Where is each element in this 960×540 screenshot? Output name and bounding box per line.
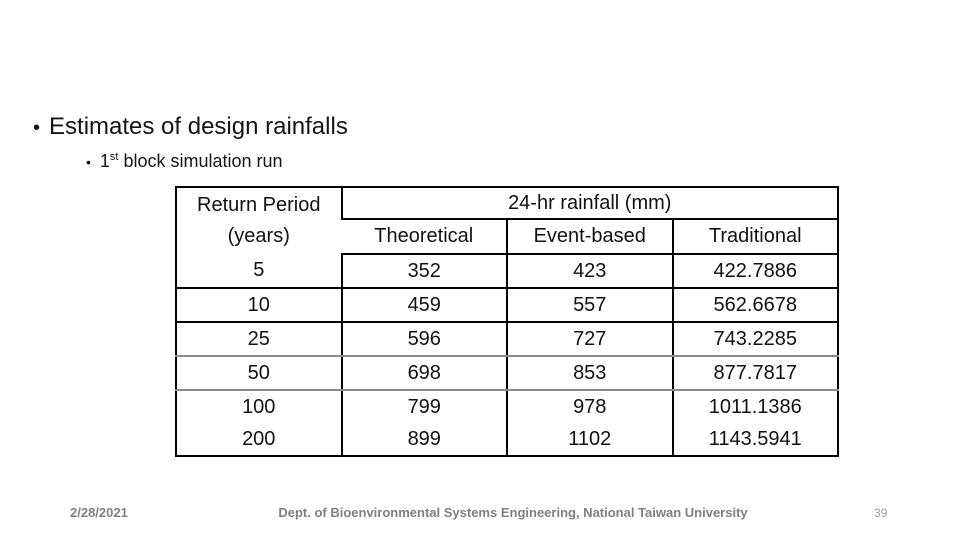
cell-return-period: 5	[176, 254, 342, 289]
header-return-period-line1: Return Period	[197, 194, 321, 216]
table-row: 5 352 423 422.7886	[176, 254, 838, 289]
cell-event-based: 727	[506, 322, 673, 357]
cell-return-period: 200	[242, 427, 276, 450]
header-traditional: Traditional	[671, 219, 838, 255]
table-header-row-methods: Theoretical Event-based Traditional	[176, 219, 838, 255]
cell-traditional: 1011.1386	[671, 390, 838, 423]
page-number: 39	[874, 506, 888, 520]
cell-theoretical: 596	[340, 322, 507, 357]
cell-return-period: 100	[242, 395, 276, 418]
cell-return-period: 50	[176, 356, 342, 391]
footer-date: 2/28/2021	[70, 505, 128, 520]
cell-theoretical: 352	[340, 254, 507, 289]
header-return-period: Return Period (years)	[176, 187, 342, 254]
cell-event-based: 423	[506, 254, 673, 289]
cell-theoretical: 698	[340, 356, 507, 391]
subtitle-text: 1st block simulation run	[100, 149, 283, 173]
table-row: 10 459 557 562.6678	[176, 288, 838, 323]
table-row: 50 698 853 877.7817	[176, 356, 838, 391]
footer-department: Dept. of Bioenvironmental Systems Engine…	[278, 505, 748, 520]
cell-event-based: 1102	[506, 423, 673, 456]
page-title: Estimates of design rainfalls	[49, 113, 348, 140]
table-header-row-group: Return Period (years) 24-hr rainfall (mm…	[176, 187, 838, 247]
cell-theoretical: 899	[340, 423, 507, 456]
cell-theoretical: 459	[340, 288, 507, 323]
header-event-based: Event-based	[506, 219, 673, 255]
cell-traditional: 422.7886	[671, 254, 838, 289]
cell-theoretical: 799	[340, 390, 507, 423]
cell-event-based: 557	[506, 288, 673, 323]
cell-event-based: 853	[506, 356, 673, 391]
title-bullet: •	[33, 117, 41, 139]
header-return-period-line2: (years)	[227, 225, 290, 247]
cell-return-period: 25	[176, 322, 342, 357]
subtitle-row: • 1st block simulation run	[86, 149, 283, 174]
subtitle-number: 1	[99, 151, 110, 171]
subtitle-ordinal-suffix: st	[109, 151, 119, 163]
subtitle-rest: block simulation run	[118, 151, 283, 171]
subtitle-bullet: •	[86, 154, 91, 170]
design-rainfall-table: Return Period (years) 24-hr rainfall (mm…	[175, 186, 839, 457]
header-rainfall-group: 24-hr rainfall (mm)	[340, 187, 838, 220]
title-row: • Estimates of design rainfalls	[33, 112, 348, 143]
cell-traditional: 743.2285	[671, 322, 838, 357]
cell-event-based: 978	[506, 390, 673, 423]
cell-return-period: 10	[176, 288, 342, 323]
header-theoretical: Theoretical	[341, 219, 507, 255]
table-row: 100 799 978 1011.1386	[176, 390, 838, 423]
table-row: 25 596 727 743.2285	[176, 322, 838, 357]
cell-traditional: 562.6678	[671, 288, 838, 323]
cell-traditional: 877.7817	[671, 356, 838, 391]
cell-traditional: 1143.5941	[671, 423, 838, 456]
table-row: 200 899 1102 1143.5941	[176, 423, 838, 456]
